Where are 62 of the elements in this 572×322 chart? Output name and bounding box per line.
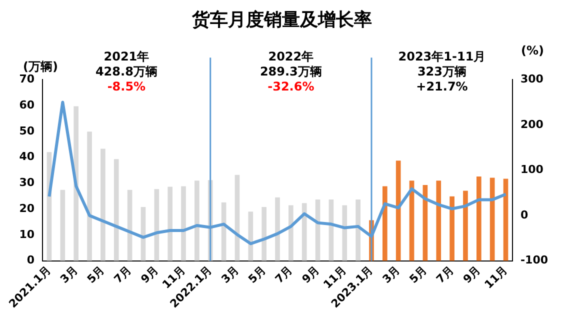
bar xyxy=(154,189,160,261)
bar xyxy=(476,176,482,261)
bar xyxy=(100,148,106,261)
x-tick-label: 5月 xyxy=(84,263,108,286)
y2-tick-label: 0 xyxy=(520,208,528,222)
y-tick-label: 0 xyxy=(26,254,35,267)
bar xyxy=(356,200,360,261)
bar xyxy=(194,180,200,261)
y-tick-label: 10 xyxy=(19,228,35,241)
bar xyxy=(396,160,401,261)
x-tick-label: 9月 xyxy=(460,263,484,286)
y-tick-label: 50 xyxy=(19,124,35,138)
text: 428.8万辆 xyxy=(95,64,158,79)
y-tick-label: 60 xyxy=(19,98,35,112)
annotation: +21.7% xyxy=(416,80,468,94)
x-tick-label: 3月 xyxy=(380,263,402,286)
y2-tick-label: 100 xyxy=(520,163,544,176)
bar xyxy=(436,180,442,261)
x-tick-label: 3月 xyxy=(58,263,80,286)
text: 2023年1-11月 xyxy=(398,50,486,64)
x-tick-label: 7月 xyxy=(272,263,296,286)
y2-axis-title: (%) xyxy=(520,44,544,58)
x-tick-label: 7月 xyxy=(112,263,134,286)
chart-title: 货车月度销量及增长率 xyxy=(191,9,372,30)
text: 2021年 xyxy=(104,50,150,64)
y2-tick-label: 200 xyxy=(520,118,544,131)
y-tick-label: 40 xyxy=(19,150,35,164)
x-tick-label: 9月 xyxy=(138,263,161,286)
bar xyxy=(302,203,307,261)
bar xyxy=(74,106,79,261)
bar xyxy=(490,178,495,261)
y2-tick-label: -100 xyxy=(520,254,548,267)
text: 2022年 xyxy=(268,50,314,64)
bar xyxy=(168,186,172,261)
x-tick-label: 7月 xyxy=(434,263,456,286)
y-tick-label: 30 xyxy=(19,176,35,190)
x-tick-label: 3月 xyxy=(218,263,242,286)
bar xyxy=(60,190,66,261)
text: 289.3万辆 xyxy=(260,64,322,79)
bar xyxy=(262,207,266,261)
bar xyxy=(87,132,92,261)
y2-tick-label: 300 xyxy=(520,72,544,86)
bar xyxy=(463,190,468,261)
y-axis-title: (万辆) xyxy=(23,60,58,74)
bar xyxy=(181,186,186,261)
bar xyxy=(275,197,280,261)
y-tick-label: 70 xyxy=(19,72,35,86)
y-tick-label: 20 xyxy=(19,202,35,215)
bar xyxy=(288,205,294,261)
x-tick-label: 11月 xyxy=(482,263,510,292)
x-tick-label: 5月 xyxy=(246,263,268,286)
annotation: -8.5% xyxy=(107,80,146,94)
x-tick-label: 9月 xyxy=(300,263,322,286)
bar xyxy=(503,178,508,261)
bar xyxy=(382,186,388,261)
x-tick-label: 5月 xyxy=(406,263,430,286)
bar xyxy=(342,205,348,261)
bar xyxy=(114,159,119,261)
text: 323万辆 xyxy=(417,64,467,79)
bar xyxy=(450,196,454,261)
bar xyxy=(248,212,254,261)
annotation: -32.6% xyxy=(268,80,314,94)
